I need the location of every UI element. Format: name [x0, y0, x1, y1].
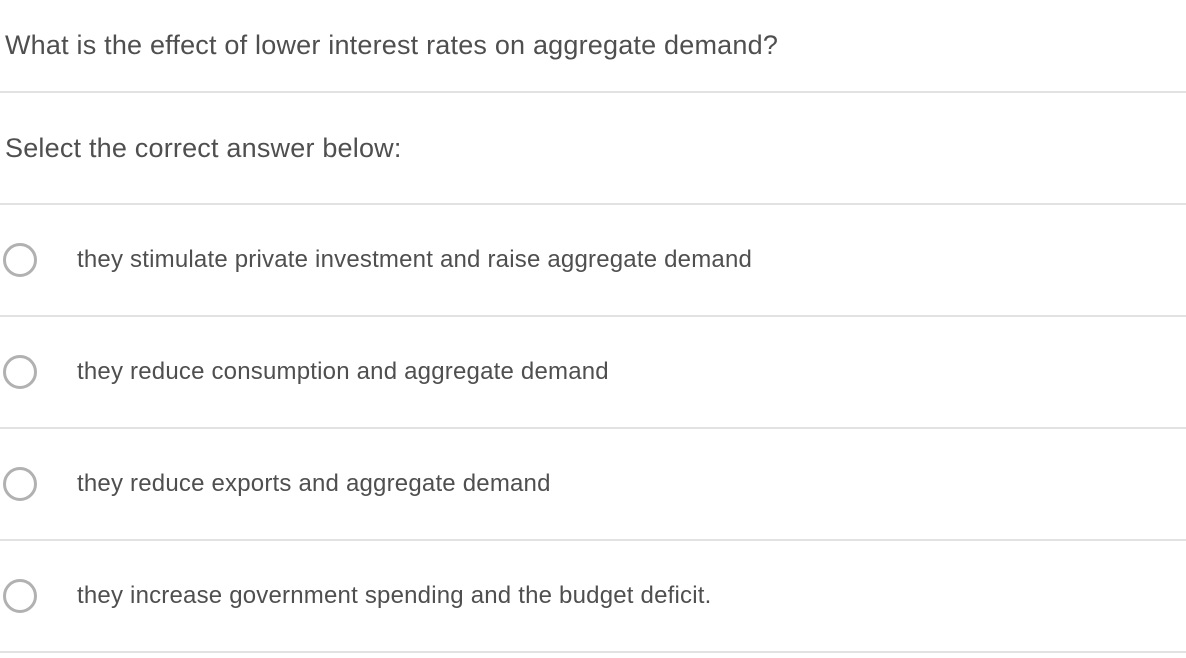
answer-option-label: they reduce exports and aggregate demand [77, 470, 551, 497]
options-list: they stimulate private investment and ra… [0, 205, 1186, 653]
divider [0, 91, 1186, 93]
answer-prompt: Select the correct answer below: [5, 132, 402, 163]
radio-button-icon[interactable] [3, 579, 37, 613]
answer-option[interactable]: they reduce consumption and aggregate de… [0, 317, 1186, 427]
answer-option[interactable]: they reduce exports and aggregate demand [0, 429, 1186, 539]
answer-option-label: they reduce consumption and aggregate de… [77, 358, 609, 385]
radio-button-icon[interactable] [3, 355, 37, 389]
question-text: What is the effect of lower interest rat… [5, 30, 779, 60]
answer-option[interactable]: they stimulate private investment and ra… [0, 205, 1186, 315]
answer-option-label: they stimulate private investment and ra… [77, 246, 753, 273]
divider [0, 315, 1186, 317]
answer-option[interactable]: they increase government spending and th… [0, 541, 1186, 651]
radio-button-icon[interactable] [3, 467, 37, 501]
divider [0, 651, 1186, 653]
answer-option-label: they increase government spending and th… [77, 582, 712, 609]
divider [0, 203, 1186, 205]
radio-button-icon[interactable] [3, 243, 37, 277]
divider [0, 539, 1186, 541]
divider [0, 427, 1186, 429]
